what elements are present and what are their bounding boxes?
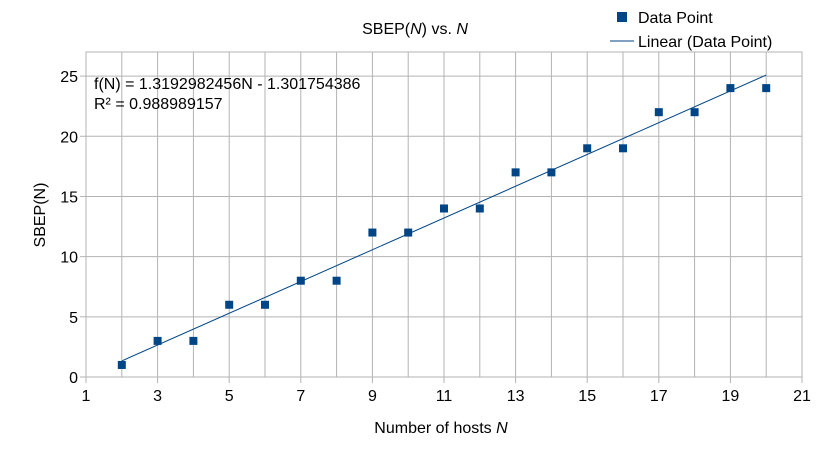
x-axis-title: Number of hosts N (374, 420, 508, 437)
trendline-r-squared: R² = 0.988989157 (94, 96, 223, 113)
data-point (726, 84, 735, 93)
legend: Data Point Linear (Data Point) (610, 10, 772, 51)
data-point (225, 300, 234, 309)
x-tick-label: 11 (436, 388, 453, 405)
x-tick-label: 7 (296, 388, 305, 405)
y-tick-label: 10 (60, 250, 78, 267)
data-point (690, 108, 699, 117)
legend-label-linear: Linear (Data Point) (638, 34, 772, 51)
legend-label-data-point: Data Point (638, 10, 713, 27)
x-tick-label: 9 (368, 388, 377, 405)
x-tick-label: 17 (650, 388, 668, 405)
data-point (117, 360, 126, 369)
x-tick-label: 1 (82, 388, 91, 405)
y-tick-label: 20 (60, 129, 78, 146)
data-point (296, 276, 305, 285)
data-points (117, 84, 771, 369)
y-tick-label: 25 (60, 69, 78, 86)
data-point (368, 228, 377, 237)
legend-marker-data-point (617, 12, 627, 22)
trendline-layer (121, 74, 767, 362)
data-point (475, 204, 484, 213)
data-point (440, 204, 448, 213)
x-tick-label: 21 (793, 388, 811, 405)
y-tick-labels: 0 5 10 15 20 25 (60, 69, 86, 387)
data-point (547, 168, 556, 177)
x-tick-label: 15 (578, 388, 596, 405)
x-tick-labels: 1 3 5 7 9 11 13 15 17 19 21 (82, 377, 811, 405)
data-point (189, 336, 198, 345)
trendline (121, 74, 767, 362)
data-point (261, 300, 269, 309)
x-tick-label: 13 (507, 388, 525, 405)
data-point (619, 144, 627, 153)
y-tick-label: 15 (60, 189, 78, 206)
data-point (404, 228, 413, 237)
x-tick-label: 19 (722, 388, 740, 405)
x-tick-label: 5 (225, 388, 234, 405)
data-point (511, 168, 520, 177)
trendline-equation: f(N) = 1.3192982456N - 1.301754386 (94, 76, 361, 93)
chart-title: SBEP(N) vs. N (362, 21, 468, 38)
data-point (762, 84, 771, 93)
x-tick-label: 3 (153, 388, 162, 405)
data-point (654, 108, 663, 117)
data-point (332, 276, 341, 285)
y-tick-label: 0 (69, 370, 78, 387)
data-point (583, 144, 592, 153)
y-tick-label: 5 (69, 310, 78, 327)
y-axis-title: SBEP(N) (32, 183, 49, 248)
data-point (153, 336, 162, 345)
